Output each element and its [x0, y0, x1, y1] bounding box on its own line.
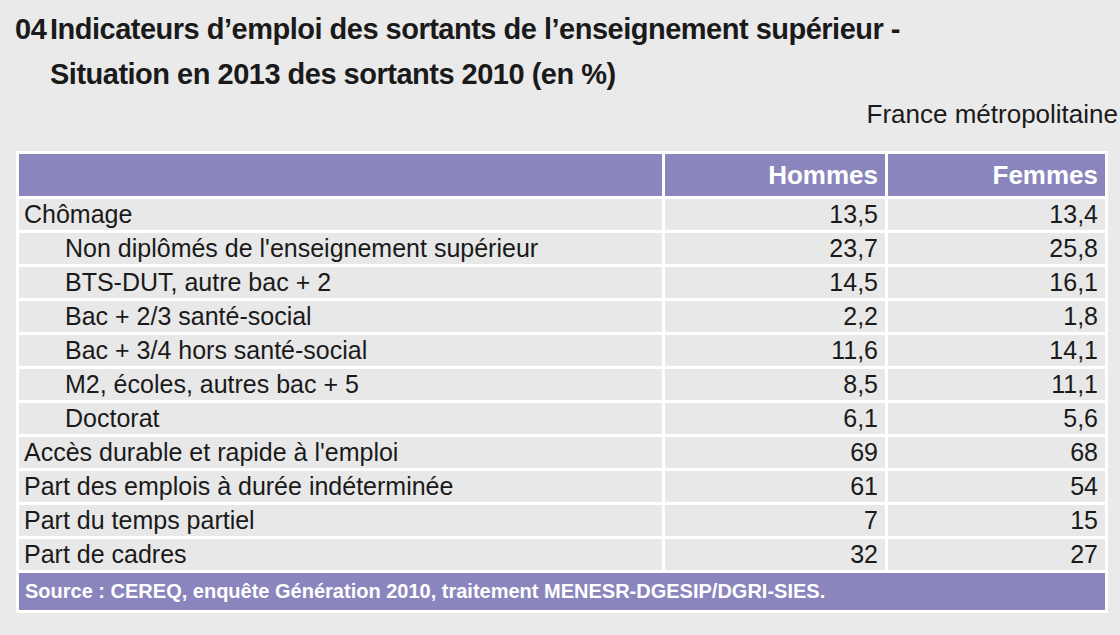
table-row: Accès durable et rapide à l'emploi6968 [19, 437, 1105, 468]
header-col-femmes: Femmes [888, 154, 1105, 196]
femmes-value: 25,8 [888, 233, 1105, 264]
femmes-value: 1,8 [888, 301, 1105, 332]
hommes-value: 69 [665, 437, 885, 468]
table-row: Doctorat6,15,6 [19, 403, 1105, 434]
row-label: Part de cadres [19, 539, 662, 570]
row-label: Chômage [19, 199, 662, 230]
femmes-value: 54 [888, 471, 1105, 502]
table-header: Hommes Femmes [19, 154, 1105, 196]
page: 04 Indicateurs d’emploi des sortants de … [0, 0, 1120, 635]
femmes-value: 13,4 [888, 199, 1105, 230]
figure-title-line1: Indicateurs d’emploi des sortants de l’e… [50, 7, 900, 52]
row-label: Part des emplois à durée indéterminée [19, 471, 662, 502]
row-label: Doctorat [19, 403, 662, 434]
femmes-value: 68 [888, 437, 1105, 468]
hommes-value: 23,7 [665, 233, 885, 264]
region-label: France métropolitaine [15, 97, 1120, 131]
header-row: Hommes Femmes [19, 154, 1105, 196]
row-label: M2, écoles, autres bac + 5 [19, 369, 662, 400]
row-label: Non diplômés de l'enseignement supérieur [19, 233, 662, 264]
source-row: Source : CEREQ, enquête Génération 2010,… [19, 573, 1105, 610]
row-label: Bac + 3/4 hors santé-social [19, 335, 662, 366]
row-label: Accès durable et rapide à l'emploi [19, 437, 662, 468]
hommes-value: 6,1 [665, 403, 885, 434]
hommes-value: 8,5 [665, 369, 885, 400]
figure-heading: 04 Indicateurs d’emploi des sortants de … [0, 0, 1120, 131]
hommes-value: 14,5 [665, 267, 885, 298]
figure-title-text: Indicateurs d’emploi des sortants de l’e… [50, 7, 900, 97]
table-row: Chômage13,513,4 [19, 199, 1105, 230]
hommes-value: 2,2 [665, 301, 885, 332]
row-label: Part du temps partiel [19, 505, 662, 536]
data-table: Hommes Femmes Chômage13,513,4Non diplômé… [16, 151, 1108, 613]
femmes-value: 14,1 [888, 335, 1105, 366]
source-note: Source : CEREQ, enquête Génération 2010,… [19, 573, 1105, 610]
hommes-value: 7 [665, 505, 885, 536]
table-row: Part des emplois à durée indéterminée615… [19, 471, 1105, 502]
figure-title-line2: Situation en 2013 des sortants 2010 (en … [50, 52, 900, 97]
row-label: BTS-DUT, autre bac + 2 [19, 267, 662, 298]
table-row: Part de cadres3227 [19, 539, 1105, 570]
table-row: Non diplômés de l'enseignement supérieur… [19, 233, 1105, 264]
hommes-value: 61 [665, 471, 885, 502]
header-empty-cell [19, 154, 662, 196]
hommes-value: 32 [665, 539, 885, 570]
hommes-value: 13,5 [665, 199, 885, 230]
table-body: Chômage13,513,4Non diplômés de l'enseign… [19, 199, 1105, 570]
femmes-value: 5,6 [888, 403, 1105, 434]
hommes-value: 11,6 [665, 335, 885, 366]
femmes-value: 15 [888, 505, 1105, 536]
table-footer: Source : CEREQ, enquête Génération 2010,… [19, 573, 1105, 610]
table-row: Bac + 3/4 hors santé-social11,614,1 [19, 335, 1105, 366]
row-label: Bac + 2/3 santé-social [19, 301, 662, 332]
femmes-value: 11,1 [888, 369, 1105, 400]
figure-number: 04 [15, 7, 50, 52]
table-row: M2, écoles, autres bac + 58,511,1 [19, 369, 1105, 400]
figure-title: 04 Indicateurs d’emploi des sortants de … [15, 7, 1120, 97]
table-row: Bac + 2/3 santé-social2,21,8 [19, 301, 1105, 332]
femmes-value: 27 [888, 539, 1105, 570]
header-col-hommes: Hommes [665, 154, 885, 196]
table-row: BTS-DUT, autre bac + 214,516,1 [19, 267, 1105, 298]
table-row: Part du temps partiel715 [19, 505, 1105, 536]
femmes-value: 16,1 [888, 267, 1105, 298]
